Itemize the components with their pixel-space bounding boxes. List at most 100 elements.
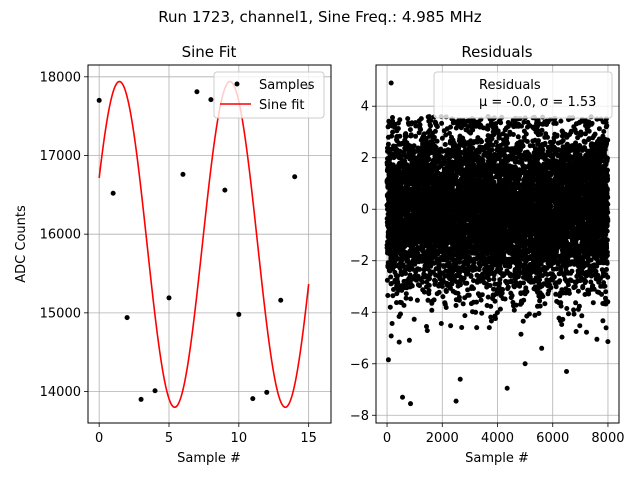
residual-point bbox=[596, 126, 602, 132]
sample-point bbox=[292, 174, 298, 180]
residual-point bbox=[403, 291, 409, 297]
residual-point bbox=[577, 323, 583, 329]
sine-fit-curve bbox=[98, 80, 310, 409]
residual-point bbox=[459, 325, 465, 330]
residual-point bbox=[394, 300, 399, 306]
sine-fit-y-label: ADC Counts bbox=[14, 205, 29, 283]
residual-point bbox=[388, 274, 394, 280]
residual-point bbox=[391, 287, 396, 292]
y-tick-label: 14000 bbox=[40, 385, 81, 400]
residual-point bbox=[521, 135, 527, 140]
sample-point bbox=[138, 396, 144, 402]
residual-point bbox=[580, 285, 586, 291]
sine-fit-plot: Sine Fit 0 5 10 15 140001500016000170001800… bbox=[14, 43, 332, 466]
sample-point bbox=[222, 187, 228, 193]
residual-point bbox=[450, 120, 456, 126]
sample-point bbox=[194, 89, 200, 95]
residuals-title: Residuals bbox=[461, 43, 532, 61]
legend-sine-fit-label: Sine fit bbox=[259, 98, 305, 113]
residual-point bbox=[568, 129, 574, 135]
residual-point bbox=[554, 298, 560, 304]
residual-point bbox=[566, 290, 572, 296]
residual-point bbox=[486, 325, 492, 331]
sine-fit-grid bbox=[88, 65, 331, 423]
residual-point bbox=[403, 295, 409, 301]
residual-point bbox=[573, 329, 579, 334]
residual-point bbox=[429, 307, 435, 313]
residual-point bbox=[571, 307, 577, 313]
residual-point bbox=[573, 121, 579, 127]
residual-point bbox=[493, 139, 499, 145]
residual-point bbox=[558, 118, 564, 124]
residual-point bbox=[481, 152, 487, 158]
samples-series bbox=[96, 84, 312, 402]
residual-point bbox=[532, 312, 538, 318]
sine-fit-title: Sine Fit bbox=[182, 43, 237, 61]
residual-point bbox=[575, 288, 581, 294]
residual-point bbox=[424, 328, 430, 334]
residual-point bbox=[579, 131, 584, 137]
legend-samples-label: Samples bbox=[259, 78, 315, 93]
residual-point bbox=[388, 333, 394, 339]
residual-point bbox=[524, 139, 530, 144]
sample-point bbox=[166, 295, 172, 301]
residual-point bbox=[402, 133, 408, 139]
residual-point bbox=[425, 297, 431, 303]
y-tick-label: 16000 bbox=[40, 228, 81, 243]
residual-point bbox=[429, 298, 435, 304]
residual-point bbox=[408, 296, 414, 302]
residual-point bbox=[561, 272, 567, 278]
residual-point bbox=[521, 119, 527, 125]
residual-point bbox=[398, 311, 403, 317]
sample-point bbox=[152, 388, 158, 394]
sample-point bbox=[180, 171, 186, 177]
sample-point bbox=[96, 97, 102, 103]
residual-point bbox=[559, 334, 565, 340]
residual-point bbox=[583, 273, 589, 279]
residual-point bbox=[453, 273, 459, 278]
residual-point bbox=[566, 311, 571, 317]
residual-point bbox=[563, 286, 569, 292]
residual-point bbox=[590, 300, 596, 306]
residual-point bbox=[573, 300, 579, 306]
residual-point bbox=[401, 302, 407, 308]
residual-point bbox=[471, 278, 476, 284]
residual-point bbox=[460, 301, 466, 307]
residual-point bbox=[397, 117, 403, 123]
x-tick-label: 5 bbox=[165, 431, 173, 446]
residual-point bbox=[411, 316, 417, 322]
residual-point bbox=[399, 254, 405, 260]
y-tick-label: 18000 bbox=[40, 70, 81, 85]
residual-point bbox=[519, 141, 525, 147]
residual-point bbox=[564, 306, 570, 311]
sample-point bbox=[250, 396, 256, 402]
residual-point bbox=[447, 130, 452, 136]
x-tick-label: 15 bbox=[300, 431, 317, 446]
residual-point bbox=[517, 151, 523, 157]
sine-fit-legend-box bbox=[213, 71, 325, 119]
residuals-series bbox=[384, 80, 611, 407]
residual-point bbox=[497, 306, 503, 312]
residual-point bbox=[583, 131, 588, 137]
residual-point bbox=[434, 138, 440, 144]
residual-point bbox=[384, 277, 390, 283]
residual-point bbox=[491, 276, 497, 282]
residual-point bbox=[414, 297, 420, 303]
residual-point bbox=[413, 133, 419, 139]
residual-point bbox=[396, 339, 402, 345]
residual-point bbox=[485, 294, 491, 300]
residual-point bbox=[474, 325, 480, 331]
sample-point bbox=[264, 389, 270, 395]
residual-point bbox=[439, 120, 445, 126]
y-tick-label: 15000 bbox=[40, 306, 81, 321]
residual-point bbox=[430, 130, 436, 136]
residual-point bbox=[589, 120, 595, 126]
residual-point bbox=[479, 310, 485, 316]
sine-fit-legend: Samples Sine fit bbox=[213, 71, 325, 119]
x-tick-label: 10 bbox=[231, 431, 248, 446]
residual-point bbox=[461, 275, 467, 281]
residual-point bbox=[390, 293, 396, 299]
residual-point bbox=[413, 123, 419, 129]
residual-point bbox=[479, 255, 485, 261]
sine-fit-axes-frame bbox=[87, 64, 332, 424]
